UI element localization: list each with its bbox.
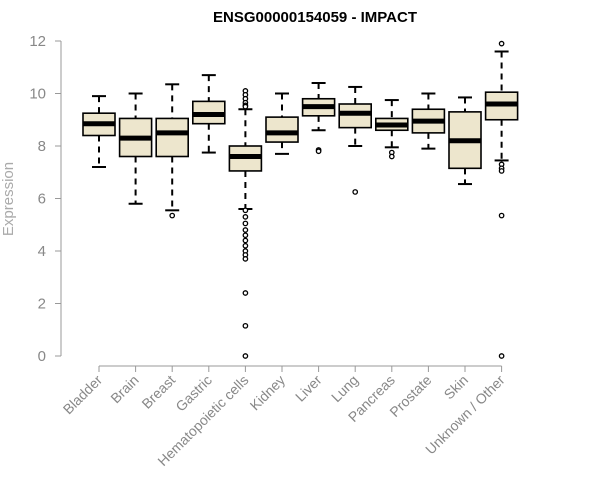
y-tick-label: 6 <box>38 191 46 208</box>
box-iqr <box>155 117 189 158</box>
x-tick-label: Breast <box>138 372 178 412</box>
outlier-point <box>242 353 249 359</box>
y-tick-label: 4 <box>38 243 46 260</box>
box-group <box>228 88 263 359</box>
box-group <box>448 96 482 186</box>
outlier-point <box>242 207 249 214</box>
outlier-point <box>242 256 249 262</box>
y-axis-label: Expression <box>0 162 17 236</box>
outlier-point <box>242 237 249 244</box>
outlier-point <box>498 168 505 174</box>
outlier-point <box>242 322 249 329</box>
y-tick-label: 2 <box>38 296 46 313</box>
y-tick-label: 10 <box>29 86 46 103</box>
x-tick-label: Kidney <box>247 372 289 414</box>
box-group <box>155 83 189 219</box>
outlier-point <box>169 212 176 219</box>
box-group <box>265 92 299 155</box>
box-group <box>301 82 336 155</box>
x-tick-label: Bladder <box>60 372 106 418</box>
box-iqr <box>265 116 299 143</box>
outlier-point <box>242 232 249 239</box>
outlier-point <box>242 214 249 220</box>
y-tick-label: 12 <box>29 33 46 50</box>
y-tick-label: 0 <box>38 348 46 365</box>
box-group <box>82 95 116 168</box>
outlier-point <box>352 189 359 195</box>
outlier-point <box>498 40 505 47</box>
outlier-point <box>242 220 249 227</box>
outlier-point <box>242 242 249 249</box>
outlier-point <box>498 353 505 359</box>
x-tick-label: Skin <box>441 372 472 403</box>
box-group <box>411 92 446 150</box>
outlier-point <box>315 148 322 155</box>
boxes <box>82 40 519 359</box>
box-group <box>338 85 373 195</box>
outlier-point <box>498 212 505 219</box>
x-tick-label: Liver <box>292 372 325 405</box>
outlier-point <box>242 290 249 296</box>
box-group <box>374 99 409 160</box>
box-group <box>484 40 519 359</box>
box-iqr <box>338 103 373 129</box>
outlier-point <box>242 227 249 233</box>
outlier-point <box>242 103 249 110</box>
x-tick-label: Brain <box>107 372 141 406</box>
box-group <box>118 92 153 205</box>
outlier-point <box>388 153 395 160</box>
box-group <box>192 74 226 154</box>
chart-title: ENSG00000154059 - IMPACT <box>213 9 417 26</box>
x-tick-label: Lung <box>328 372 361 405</box>
y-tick-label: 8 <box>38 138 46 155</box>
